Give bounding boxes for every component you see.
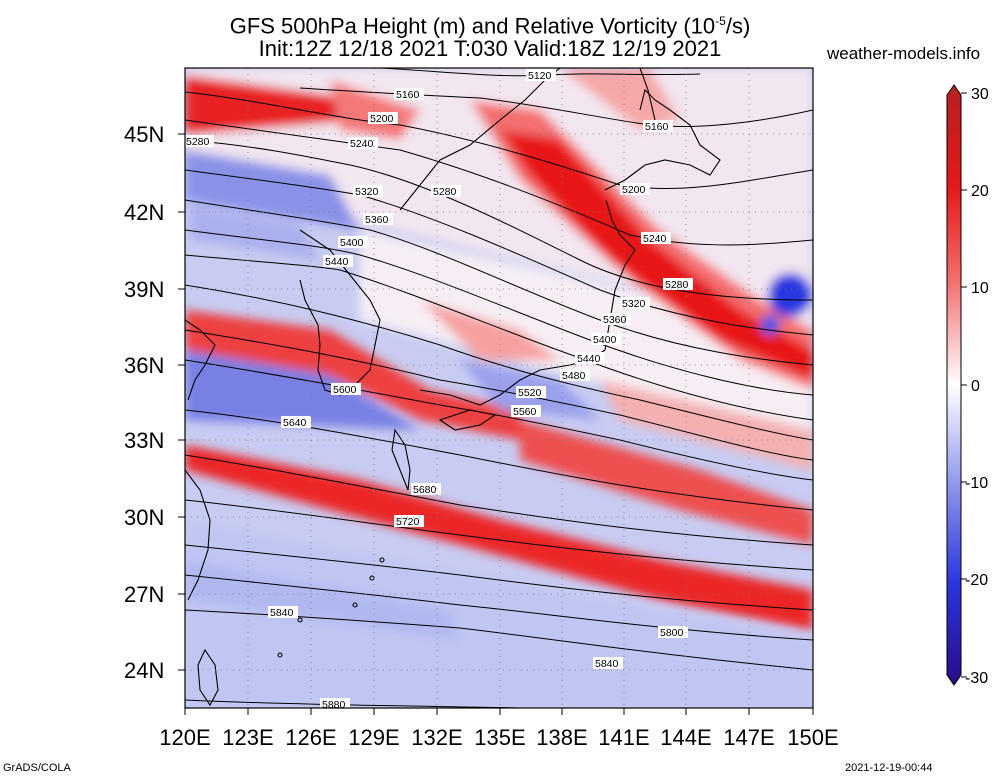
contour-label: 5840 (268, 606, 298, 619)
latitude-axis: 45N 42N 39N 36N 33N 30N 27N 24N (124, 122, 185, 683)
lat-tick-label: 24N (124, 658, 164, 683)
footer-timestamp: 2021-12-19-00:44 (845, 762, 933, 774)
lon-tick-label: 147E (723, 725, 774, 750)
svg-text:5360: 5360 (365, 214, 389, 226)
contour-label: 5480 (560, 369, 590, 382)
svg-text:5360: 5360 (603, 314, 627, 326)
svg-text:5120: 5120 (528, 70, 552, 82)
contour-label: 5560 (511, 405, 541, 418)
svg-text:5280: 5280 (433, 186, 457, 198)
colorbar-label: -30 (965, 670, 988, 687)
svg-text:5400: 5400 (340, 237, 364, 249)
svg-text:5320: 5320 (355, 186, 379, 198)
contour-label: 5160 (643, 120, 673, 133)
lat-tick-label: 27N (124, 582, 164, 607)
colorbar-label: 0 (971, 378, 980, 395)
svg-text:5840: 5840 (270, 607, 294, 619)
lon-tick-label: 135E (474, 725, 525, 750)
svg-text:5320: 5320 (622, 298, 646, 310)
lat-tick-label: 39N (124, 277, 164, 302)
map-title: GFS 500hPa Height (m) and Relative Vorti… (229, 13, 751, 39)
contour-label: 5520 (516, 386, 546, 399)
contour-label: 5440 (575, 352, 605, 365)
svg-text:5160: 5160 (396, 89, 420, 101)
svg-text:5480: 5480 (562, 370, 586, 382)
contour-label: 5240 (641, 232, 671, 245)
lon-tick-label: 132E (411, 725, 462, 750)
credit-text: weather-models.info (827, 44, 981, 63)
colorbar-label: 20 (971, 183, 989, 200)
contour-label: 5360 (363, 213, 393, 226)
svg-text:5880: 5880 (322, 699, 346, 711)
contour-label: 5800 (658, 626, 688, 639)
svg-text:5200: 5200 (370, 113, 394, 125)
lon-tick-label: 123E (222, 725, 273, 750)
contour-label: 5320 (620, 297, 650, 310)
lon-tick-label: 144E (660, 725, 711, 750)
contour-label: 5160 (394, 88, 424, 101)
lon-tick-label: 126E (285, 725, 336, 750)
svg-text:5200: 5200 (622, 184, 646, 196)
contour-label: 5640 (281, 416, 311, 429)
contour-label: 5280 (184, 135, 214, 148)
contour-label: 5360 (601, 313, 631, 326)
lon-tick-label: 120E (159, 725, 210, 750)
lat-tick-label: 33N (124, 428, 164, 453)
longitude-axis: 120E 123E 126E 129E 132E 135E 138E 141E … (159, 708, 839, 750)
svg-text:5600: 5600 (333, 384, 357, 396)
colorbar-label: -10 (965, 475, 988, 492)
contour-label: 5440 (323, 255, 353, 268)
colorbar-label: 30 (971, 86, 989, 103)
svg-text:5720: 5720 (396, 516, 420, 528)
colorbar-label: -20 (965, 572, 988, 589)
contour-label: 5280 (663, 278, 693, 291)
lon-tick-label: 138E (536, 725, 587, 750)
lat-tick-label: 36N (124, 353, 164, 378)
contour-label: 5280 (431, 185, 461, 198)
svg-text:5800: 5800 (660, 627, 684, 639)
svg-text:5560: 5560 (513, 406, 537, 418)
svg-text:5680: 5680 (413, 484, 437, 496)
colorbar: 30 20 10 0 -10 -20 -30 (946, 84, 989, 687)
svg-text:5240: 5240 (643, 233, 667, 245)
lon-tick-label: 150E (787, 725, 838, 750)
contour-label: 5400 (591, 333, 621, 346)
lat-tick-label: 30N (124, 505, 164, 530)
svg-text:5400: 5400 (593, 334, 617, 346)
contour-label: 5680 (411, 483, 441, 496)
lat-tick-label: 42N (124, 200, 164, 225)
lon-tick-label: 141E (598, 725, 649, 750)
svg-text:5440: 5440 (577, 353, 601, 365)
contour-labels: 5120 5160 5160 5200 5200 5240 5240 5280 … (184, 69, 693, 711)
contour-label: 5200 (368, 112, 398, 125)
lat-tick-label: 45N (124, 122, 164, 147)
contour-label: 5120 (526, 69, 556, 82)
footer-software: GrADS/COLA (3, 762, 71, 774)
contour-label: 5720 (394, 515, 424, 528)
contour-label: 5400 (338, 236, 368, 249)
svg-text:5440: 5440 (325, 256, 349, 268)
lon-tick-label: 129E (348, 725, 399, 750)
contour-label: 5240 (348, 137, 378, 150)
contour-label: 5840 (593, 657, 623, 670)
svg-text:5280: 5280 (186, 136, 210, 148)
contour-label: 5880 (320, 698, 350, 711)
svg-text:5640: 5640 (283, 417, 307, 429)
contour-label: 5200 (620, 183, 650, 196)
map-frame (184, 67, 814, 709)
contour-label: 5320 (353, 185, 383, 198)
map-subtitle: Init:12Z 12/18 2021 T:030 Valid:18Z 12/1… (258, 36, 722, 61)
svg-text:5240: 5240 (350, 138, 374, 150)
svg-text:5520: 5520 (518, 387, 542, 399)
svg-text:5840: 5840 (595, 658, 619, 670)
svg-text:5280: 5280 (665, 279, 689, 291)
colorbar-label: 10 (971, 280, 989, 297)
contour-label: 5600 (331, 383, 361, 396)
svg-text:5160: 5160 (645, 121, 669, 133)
